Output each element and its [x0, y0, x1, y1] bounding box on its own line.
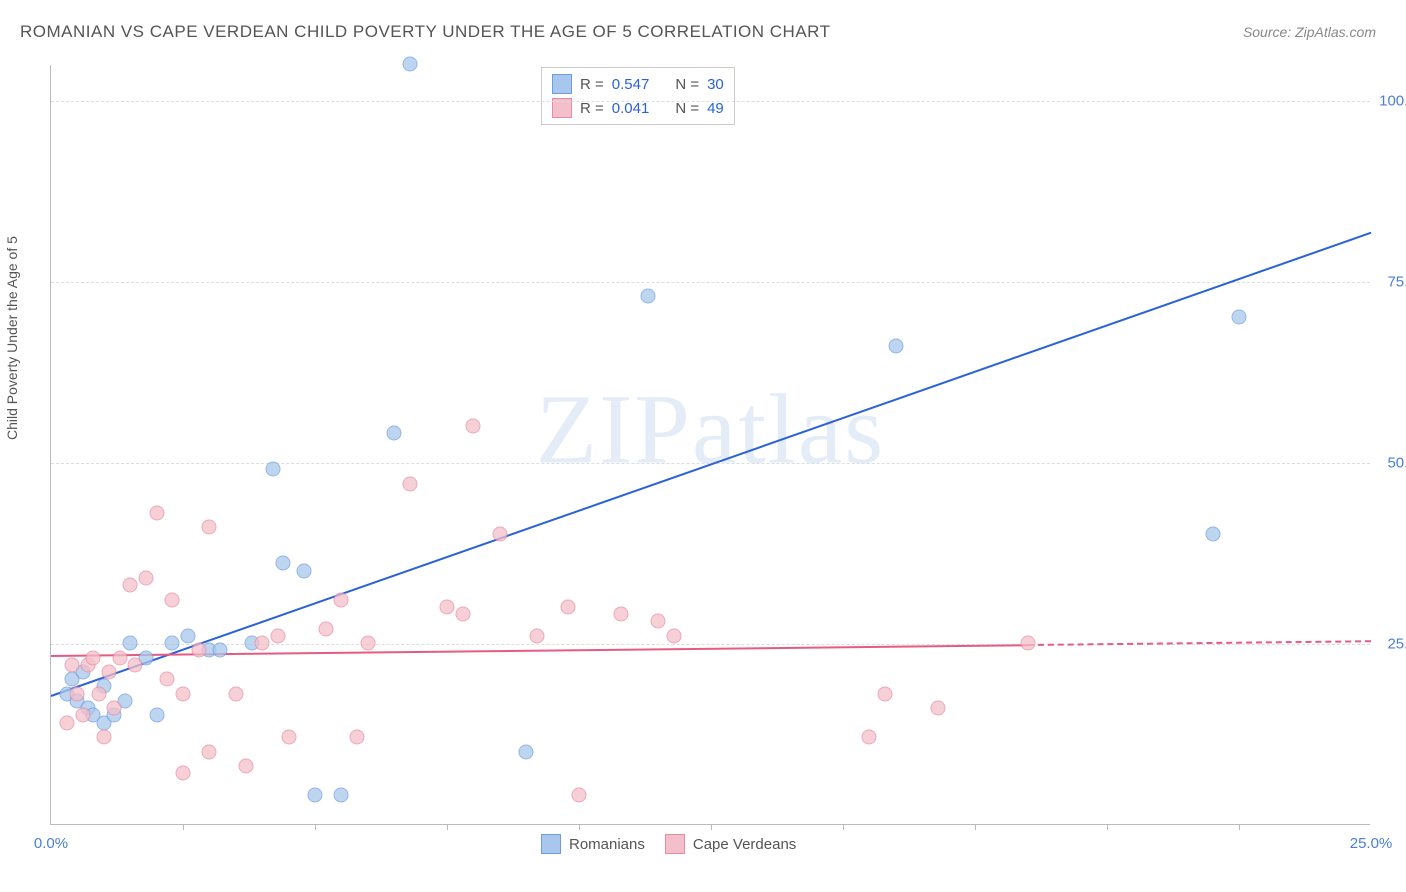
data-point [176, 686, 191, 701]
data-point [255, 636, 270, 651]
x-tick-mark [579, 824, 580, 830]
data-point [651, 614, 666, 629]
data-point [519, 744, 534, 759]
data-point [265, 462, 280, 477]
data-point [86, 650, 101, 665]
data-point [160, 672, 175, 687]
x-tick-mark [315, 824, 316, 830]
data-point [403, 476, 418, 491]
data-point [334, 788, 349, 803]
legend-item-romanians: Romanians [541, 834, 645, 854]
legend-row-capeverdeans: R = 0.041 N = 49 [552, 96, 724, 120]
data-point [276, 556, 291, 571]
swatch-capeverdeans-icon [665, 834, 685, 854]
data-point [239, 759, 254, 774]
data-point [65, 657, 80, 672]
grid-line [51, 101, 1370, 102]
data-point [297, 563, 312, 578]
data-point [102, 665, 117, 680]
y-tick-label: 50.0% [1375, 455, 1406, 472]
swatch-romanians-icon [541, 834, 561, 854]
legend-row-romanians: R = 0.547 N = 30 [552, 72, 724, 96]
data-point [107, 701, 122, 716]
data-point [91, 686, 106, 701]
data-point [387, 426, 402, 441]
x-tick-mark [183, 824, 184, 830]
data-point [360, 636, 375, 651]
data-point [176, 766, 191, 781]
x-tick-mark [843, 824, 844, 830]
data-point [271, 628, 286, 643]
data-point [403, 57, 418, 72]
data-point [529, 628, 544, 643]
legend-correlation: R = 0.547 N = 30 R = 0.041 N = 49 [541, 67, 735, 125]
chart-title: ROMANIAN VS CAPE VERDEAN CHILD POVERTY U… [20, 22, 831, 42]
data-point [128, 657, 143, 672]
legend-series: Romanians Cape Verdeans [541, 834, 796, 854]
legend-item-capeverdeans: Cape Verdeans [665, 834, 796, 854]
data-point [139, 570, 154, 585]
grid-line [51, 282, 1370, 283]
data-point [212, 643, 227, 658]
data-point [888, 339, 903, 354]
data-point [466, 418, 481, 433]
data-point [1232, 310, 1247, 325]
x-tick-label: 0.0% [34, 835, 68, 852]
y-tick-label: 100.0% [1375, 93, 1406, 110]
data-point [667, 628, 682, 643]
x-tick-mark [975, 824, 976, 830]
data-point [334, 592, 349, 607]
data-point [165, 592, 180, 607]
x-tick-label: 25.0% [1350, 835, 1393, 852]
y-tick-label: 75.0% [1375, 274, 1406, 291]
data-point [165, 636, 180, 651]
source-attribution: Source: ZipAtlas.com [1243, 24, 1376, 40]
data-point [931, 701, 946, 716]
data-point [455, 607, 470, 622]
data-point [112, 650, 127, 665]
data-point [149, 505, 164, 520]
data-point [202, 744, 217, 759]
data-point [862, 730, 877, 745]
y-axis-label: Child Poverty Under the Age of 5 [4, 236, 20, 440]
data-point [202, 520, 217, 535]
swatch-romanians [552, 74, 572, 94]
data-point [70, 686, 85, 701]
data-point [640, 288, 655, 303]
data-point [492, 527, 507, 542]
y-tick-label: 25.0% [1375, 636, 1406, 653]
data-point [561, 599, 576, 614]
data-point [308, 788, 323, 803]
data-point [59, 715, 74, 730]
x-tick-mark [1107, 824, 1108, 830]
data-point [228, 686, 243, 701]
data-point [96, 730, 111, 745]
data-point [318, 621, 333, 636]
data-point [614, 607, 629, 622]
data-point [350, 730, 365, 745]
x-tick-mark [711, 824, 712, 830]
data-point [878, 686, 893, 701]
data-point [572, 788, 587, 803]
data-point [181, 628, 196, 643]
data-point [149, 708, 164, 723]
data-point [1205, 527, 1220, 542]
data-point [75, 708, 90, 723]
plot-area: ZIPatlas R = 0.547 N = 30 R = 0.041 N = … [50, 65, 1370, 825]
data-point [191, 643, 206, 658]
data-point [281, 730, 296, 745]
x-tick-mark [447, 824, 448, 830]
data-point [1020, 636, 1035, 651]
watermark: ZIPatlas [536, 372, 885, 487]
data-point [123, 578, 138, 593]
data-point [123, 636, 138, 651]
data-point [440, 599, 455, 614]
x-tick-mark [1239, 824, 1240, 830]
